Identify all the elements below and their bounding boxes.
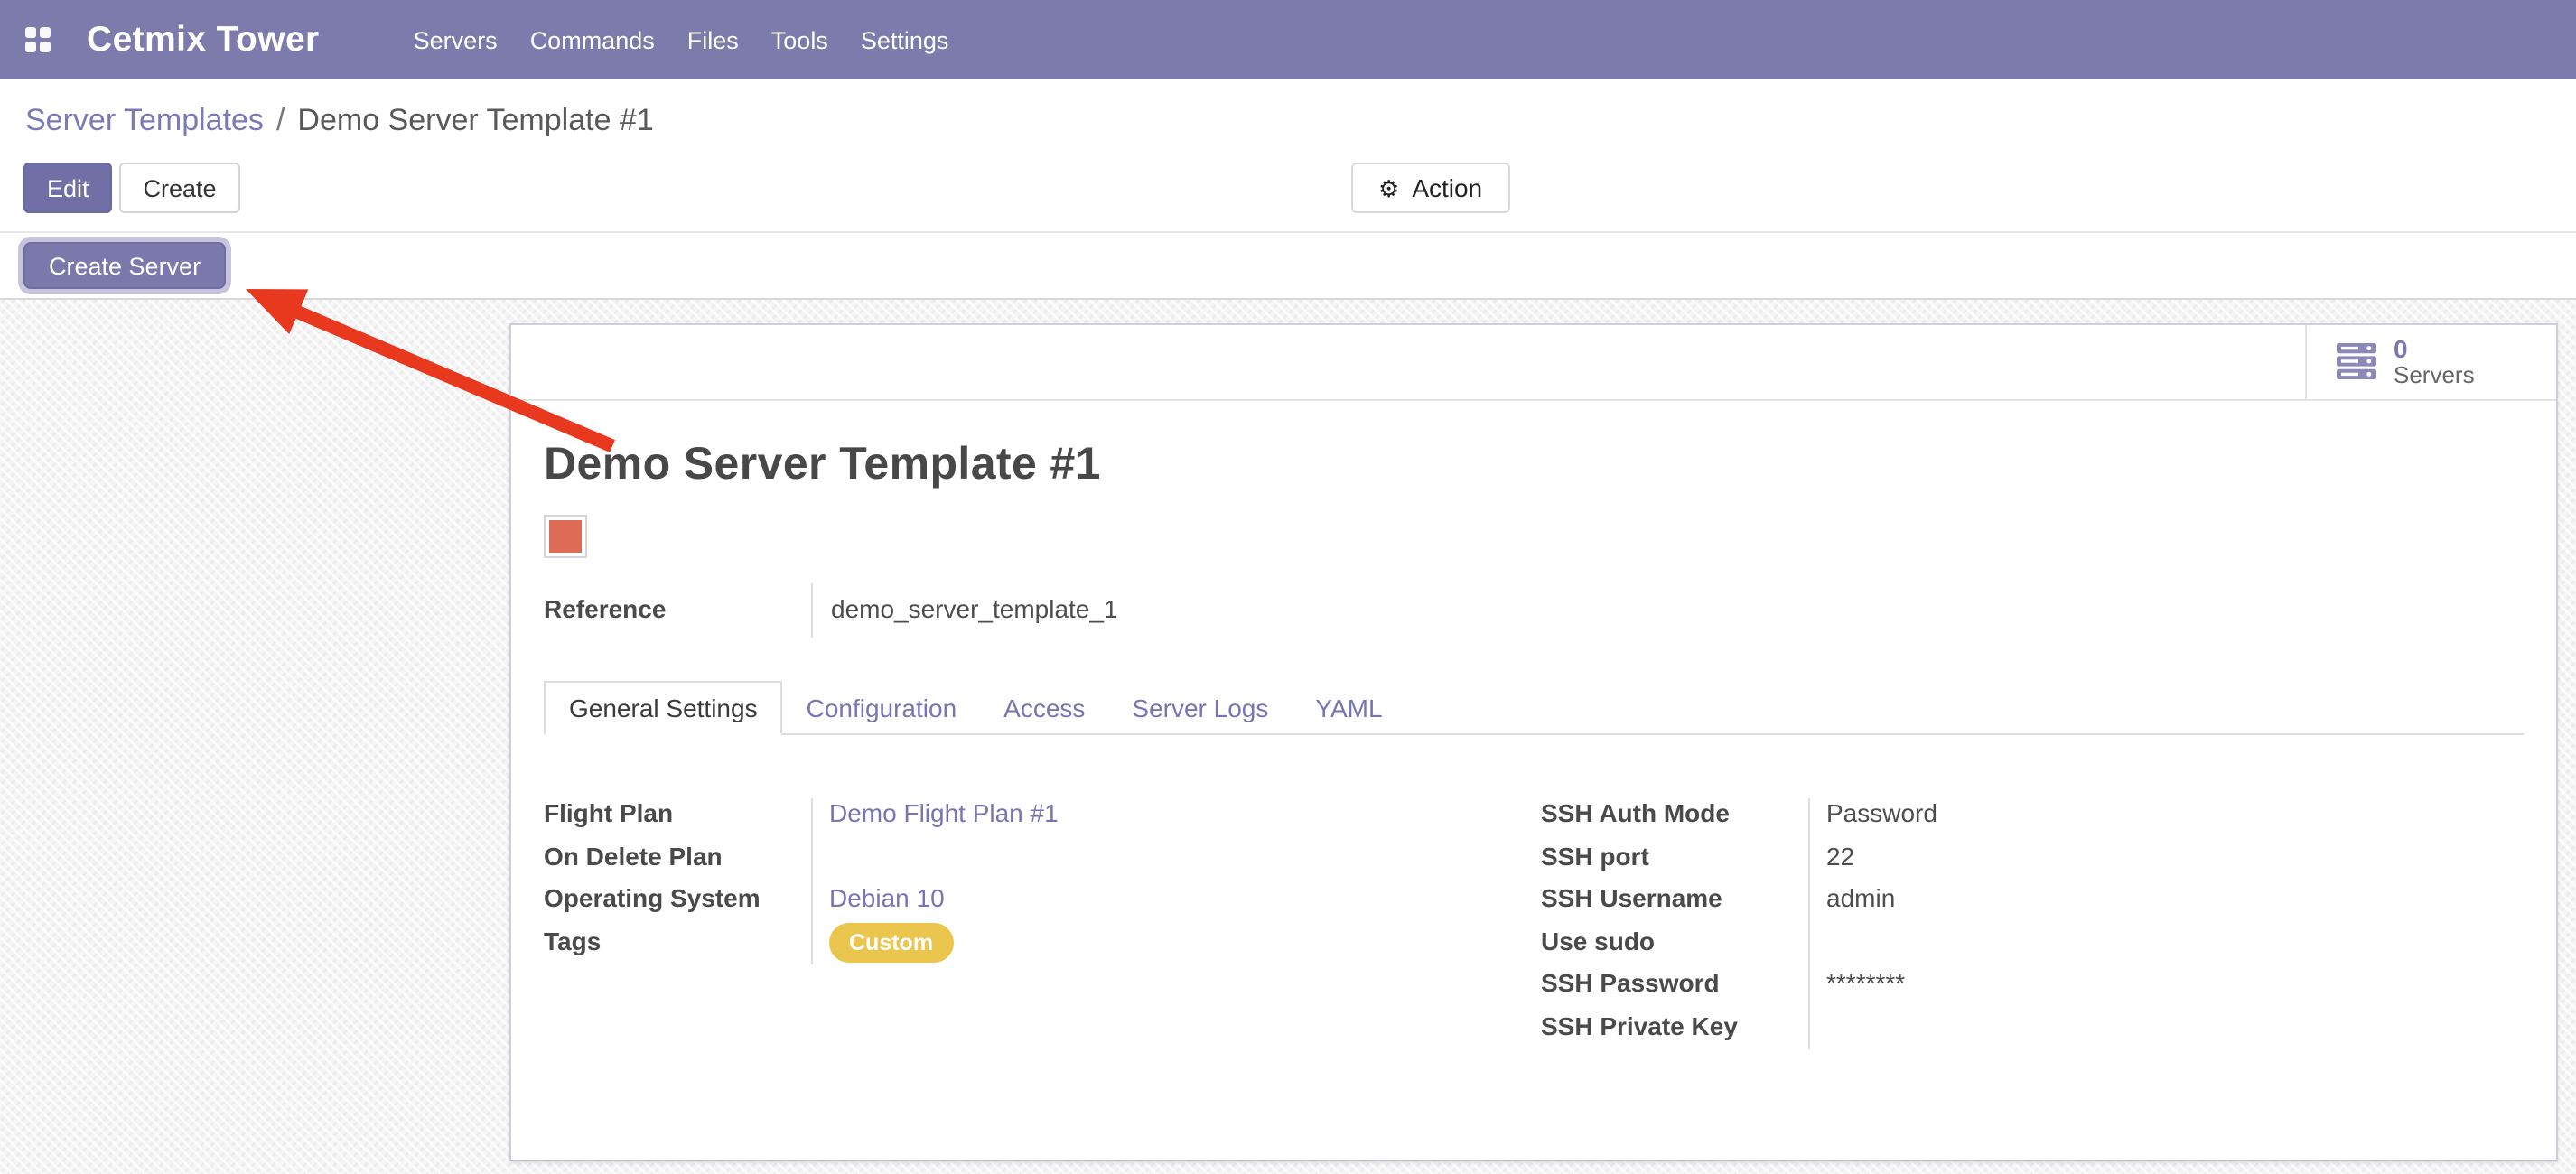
ssh-username-label: SSH Username bbox=[1541, 883, 1722, 912]
server-stack-icon bbox=[2337, 343, 2376, 379]
gear-icon: ⚙ bbox=[1378, 174, 1400, 201]
ssh-auth-mode-value: Password bbox=[1826, 798, 1937, 827]
action-button-label: Action bbox=[1412, 173, 1483, 202]
create-button[interactable]: Create bbox=[119, 163, 240, 213]
tab-configuration[interactable]: Configuration bbox=[806, 694, 957, 722]
menu-item-tools[interactable]: Tools bbox=[770, 26, 828, 53]
on-delete-plan-label: On Delete Plan bbox=[544, 841, 723, 870]
breadcrumb-current: Demo Server Template #1 bbox=[297, 103, 654, 137]
create-server-button[interactable]: Create Server bbox=[23, 242, 227, 289]
edit-button[interactable]: Edit bbox=[23, 163, 113, 213]
breadcrumb-parent-link[interactable]: Server Templates bbox=[25, 103, 264, 137]
reference-label: Reference bbox=[544, 594, 667, 623]
stat-text: 0 Servers bbox=[2394, 334, 2475, 390]
stat-button-row: 0 Servers bbox=[511, 325, 2556, 401]
reference-value: demo_server_template_1 bbox=[811, 583, 2524, 638]
ssh-username-value: admin bbox=[1826, 883, 1896, 912]
field-row: Tags Custom bbox=[544, 922, 1541, 966]
tab-access[interactable]: Access bbox=[1003, 694, 1086, 722]
tag-badge-custom: Custom bbox=[829, 922, 954, 963]
form-card: 0 Servers Demo Server Template #1 Refere… bbox=[509, 323, 2558, 1161]
ssh-password-label: SSH Password bbox=[1541, 968, 1720, 997]
apps-grid-icon[interactable] bbox=[25, 26, 52, 53]
flight-plan-label: Flight Plan bbox=[544, 798, 674, 827]
ssh-port-value: 22 bbox=[1826, 841, 1855, 870]
operating-system-label: Operating System bbox=[544, 883, 761, 912]
ssh-password-value: ******** bbox=[1826, 968, 1906, 997]
apps-grid-dot bbox=[25, 41, 36, 51]
field-separator-line bbox=[811, 798, 813, 964]
apps-grid-dot bbox=[40, 26, 51, 37]
field-row: Use sudo bbox=[1541, 924, 2524, 966]
operating-system-value-link[interactable]: Debian 10 bbox=[829, 883, 945, 912]
servers-label: Servers bbox=[2394, 361, 2475, 389]
tab-general-settings[interactable]: General Settings bbox=[544, 681, 783, 735]
breadcrumb: Server Templates / Demo Server Template … bbox=[0, 79, 2576, 163]
ssh-port-label: SSH port bbox=[1541, 841, 1649, 870]
color-swatch bbox=[544, 515, 587, 558]
field-row: Flight Plan Demo Flight Plan #1 bbox=[544, 797, 1541, 839]
field-row: SSH Private Key bbox=[1541, 1009, 2524, 1051]
top-nav-bar: Cetmix Tower Servers Commands Files Tool… bbox=[0, 0, 2576, 79]
tags-label: Tags bbox=[544, 926, 602, 955]
form-sheet: Demo Server Template #1 Reference demo_s… bbox=[511, 439, 2556, 1051]
brand-title[interactable]: Cetmix Tower bbox=[87, 19, 320, 59]
right-field-group: SSH Auth Mode Password SSH port 22 SSH U… bbox=[1541, 797, 2524, 1051]
main-menu: Servers Commands Files Tools Settings bbox=[399, 17, 964, 62]
field-separator-line bbox=[1808, 798, 1810, 1049]
field-row: Operating System Debian 10 bbox=[544, 881, 1541, 924]
tab-yaml[interactable]: YAML bbox=[1315, 694, 1383, 722]
menu-item-commands[interactable]: Commands bbox=[529, 26, 655, 53]
tab-server-logs[interactable]: Server Logs bbox=[1132, 694, 1269, 722]
field-row: On Delete Plan bbox=[544, 839, 1541, 881]
menu-item-files[interactable]: Files bbox=[686, 26, 739, 53]
field-row: SSH Password ******** bbox=[1541, 966, 2524, 1009]
notebook-tabs: General Settings Configuration Access Se… bbox=[544, 681, 2524, 735]
field-row: SSH port 22 bbox=[1541, 839, 2524, 881]
servers-stat-button[interactable]: 0 Servers bbox=[2305, 325, 2556, 399]
form-statusbar: Create Server bbox=[0, 231, 2576, 300]
ssh-auth-mode-label: SSH Auth Mode bbox=[1541, 798, 1730, 827]
field-row: SSH Auth Mode Password bbox=[1541, 797, 2524, 839]
record-title: Demo Server Template #1 bbox=[544, 439, 1101, 489]
use-sudo-label: Use sudo bbox=[1541, 926, 1656, 955]
left-field-group: Flight Plan Demo Flight Plan #1 On Delet… bbox=[544, 797, 1541, 966]
ssh-private-key-label: SSH Private Key bbox=[1541, 1011, 1738, 1039]
content-area: 0 Servers Demo Server Template #1 Refere… bbox=[0, 300, 2576, 1174]
menu-item-servers[interactable]: Servers bbox=[413, 26, 498, 53]
apps-grid-dot bbox=[25, 26, 36, 37]
apps-grid-dot bbox=[40, 41, 51, 51]
breadcrumb-divider: / bbox=[275, 103, 285, 137]
field-row: SSH Username admin bbox=[1541, 881, 2524, 924]
action-button[interactable]: ⚙ Action bbox=[1351, 163, 1510, 213]
control-panel-buttons: Edit Create ⚙ Action bbox=[0, 163, 2576, 231]
servers-count: 0 bbox=[2394, 333, 2408, 363]
flight-plan-value-link[interactable]: Demo Flight Plan #1 bbox=[829, 798, 1059, 827]
menu-item-settings[interactable]: Settings bbox=[860, 26, 949, 53]
reference-field: Reference demo_server_template_1 bbox=[544, 583, 2524, 638]
field-groups: Flight Plan Demo Flight Plan #1 On Delet… bbox=[544, 797, 2524, 1051]
